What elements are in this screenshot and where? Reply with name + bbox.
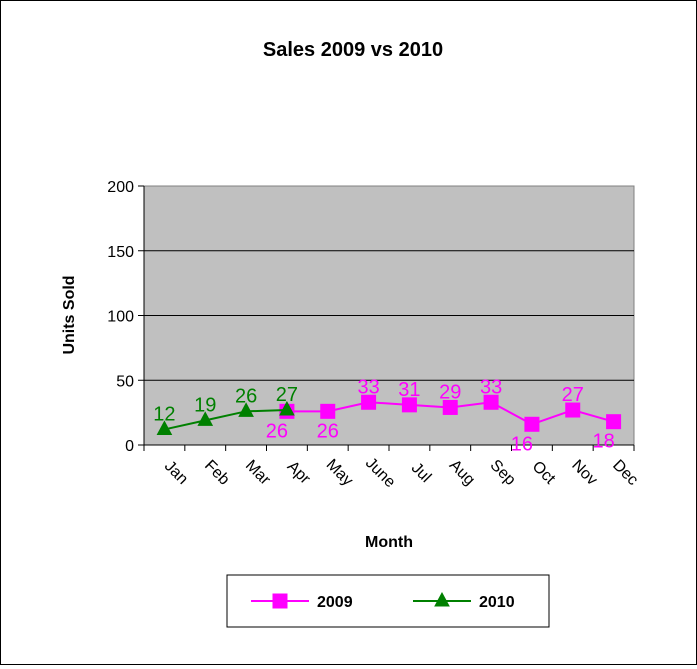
x-axis-ticks: Jan Feb Mar Apr May June Jul Aug Sep Oct Nov Dec	[161, 455, 641, 492]
data-point-2009	[401, 397, 417, 413]
y-tick-label: 50	[116, 373, 134, 390]
data-point-2009	[320, 403, 336, 419]
data-label: 33	[357, 376, 379, 398]
x-tick-label: May	[323, 456, 356, 489]
series-line-2010	[164, 409, 287, 431]
y-axis-title: Units Sold	[61, 275, 78, 354]
data-label: 26	[235, 385, 257, 407]
data-point-2009	[483, 394, 499, 410]
data-label: 31	[398, 379, 420, 401]
x-tick-label: June	[362, 455, 399, 492]
x-tick-label: Sep	[487, 457, 519, 489]
data-label: 33	[480, 376, 502, 398]
data-point-2009	[606, 414, 622, 430]
y-tick-label: 0	[125, 438, 134, 455]
legend-marker-2010	[434, 591, 450, 607]
data-label: 29	[439, 381, 461, 403]
legend: 2009 2010	[251, 591, 515, 611]
axes	[138, 185, 635, 451]
y-tick-label: 100	[107, 309, 134, 326]
legend-marker-2009	[272, 593, 288, 609]
x-tick-label: Nov	[568, 457, 600, 489]
data-point-2009	[361, 394, 377, 410]
data-label: 27	[276, 384, 298, 406]
data-point-2009	[442, 399, 458, 415]
legend-label: 2009	[317, 594, 353, 611]
series-layer	[156, 394, 622, 435]
data-point-2009	[565, 402, 581, 418]
data-label: 12	[153, 403, 175, 425]
x-axis-title: Month	[365, 534, 413, 551]
data-point-2010	[238, 402, 254, 417]
x-tick-label: Apr	[284, 458, 314, 488]
data-point-2010	[156, 420, 173, 435]
data-label: 26	[266, 420, 288, 442]
data-labels: 26 26 33 31 29 33 16 27 18 12 19 26 27	[153, 376, 614, 455]
data-point-2010	[197, 411, 214, 426]
data-label: 27	[562, 384, 584, 406]
x-tick-label: Feb	[201, 457, 233, 489]
y-axis-ticks: 0 50 100 150 200	[107, 179, 134, 455]
legend-label: 2010	[479, 594, 515, 611]
data-label: 19	[194, 394, 216, 416]
data-point-2010	[279, 400, 295, 416]
data-label: 26	[317, 420, 339, 442]
x-tick-label: Jul	[408, 460, 434, 486]
x-tick-label: Mar	[242, 457, 274, 489]
data-label: 18	[592, 431, 614, 453]
gridlines	[144, 250, 634, 381]
y-tick-label: 150	[107, 244, 134, 261]
data-label: 16	[511, 433, 533, 455]
chart-title: Sales 2009 vs 2010	[263, 39, 443, 61]
x-tick-label: Dec	[609, 457, 641, 489]
x-tick-label: Oct	[529, 458, 559, 488]
y-tick-label: 200	[107, 179, 134, 196]
x-tick-label: Aug	[446, 457, 478, 489]
x-tick-label: Jan	[161, 458, 191, 488]
data-point-2009	[524, 416, 540, 432]
